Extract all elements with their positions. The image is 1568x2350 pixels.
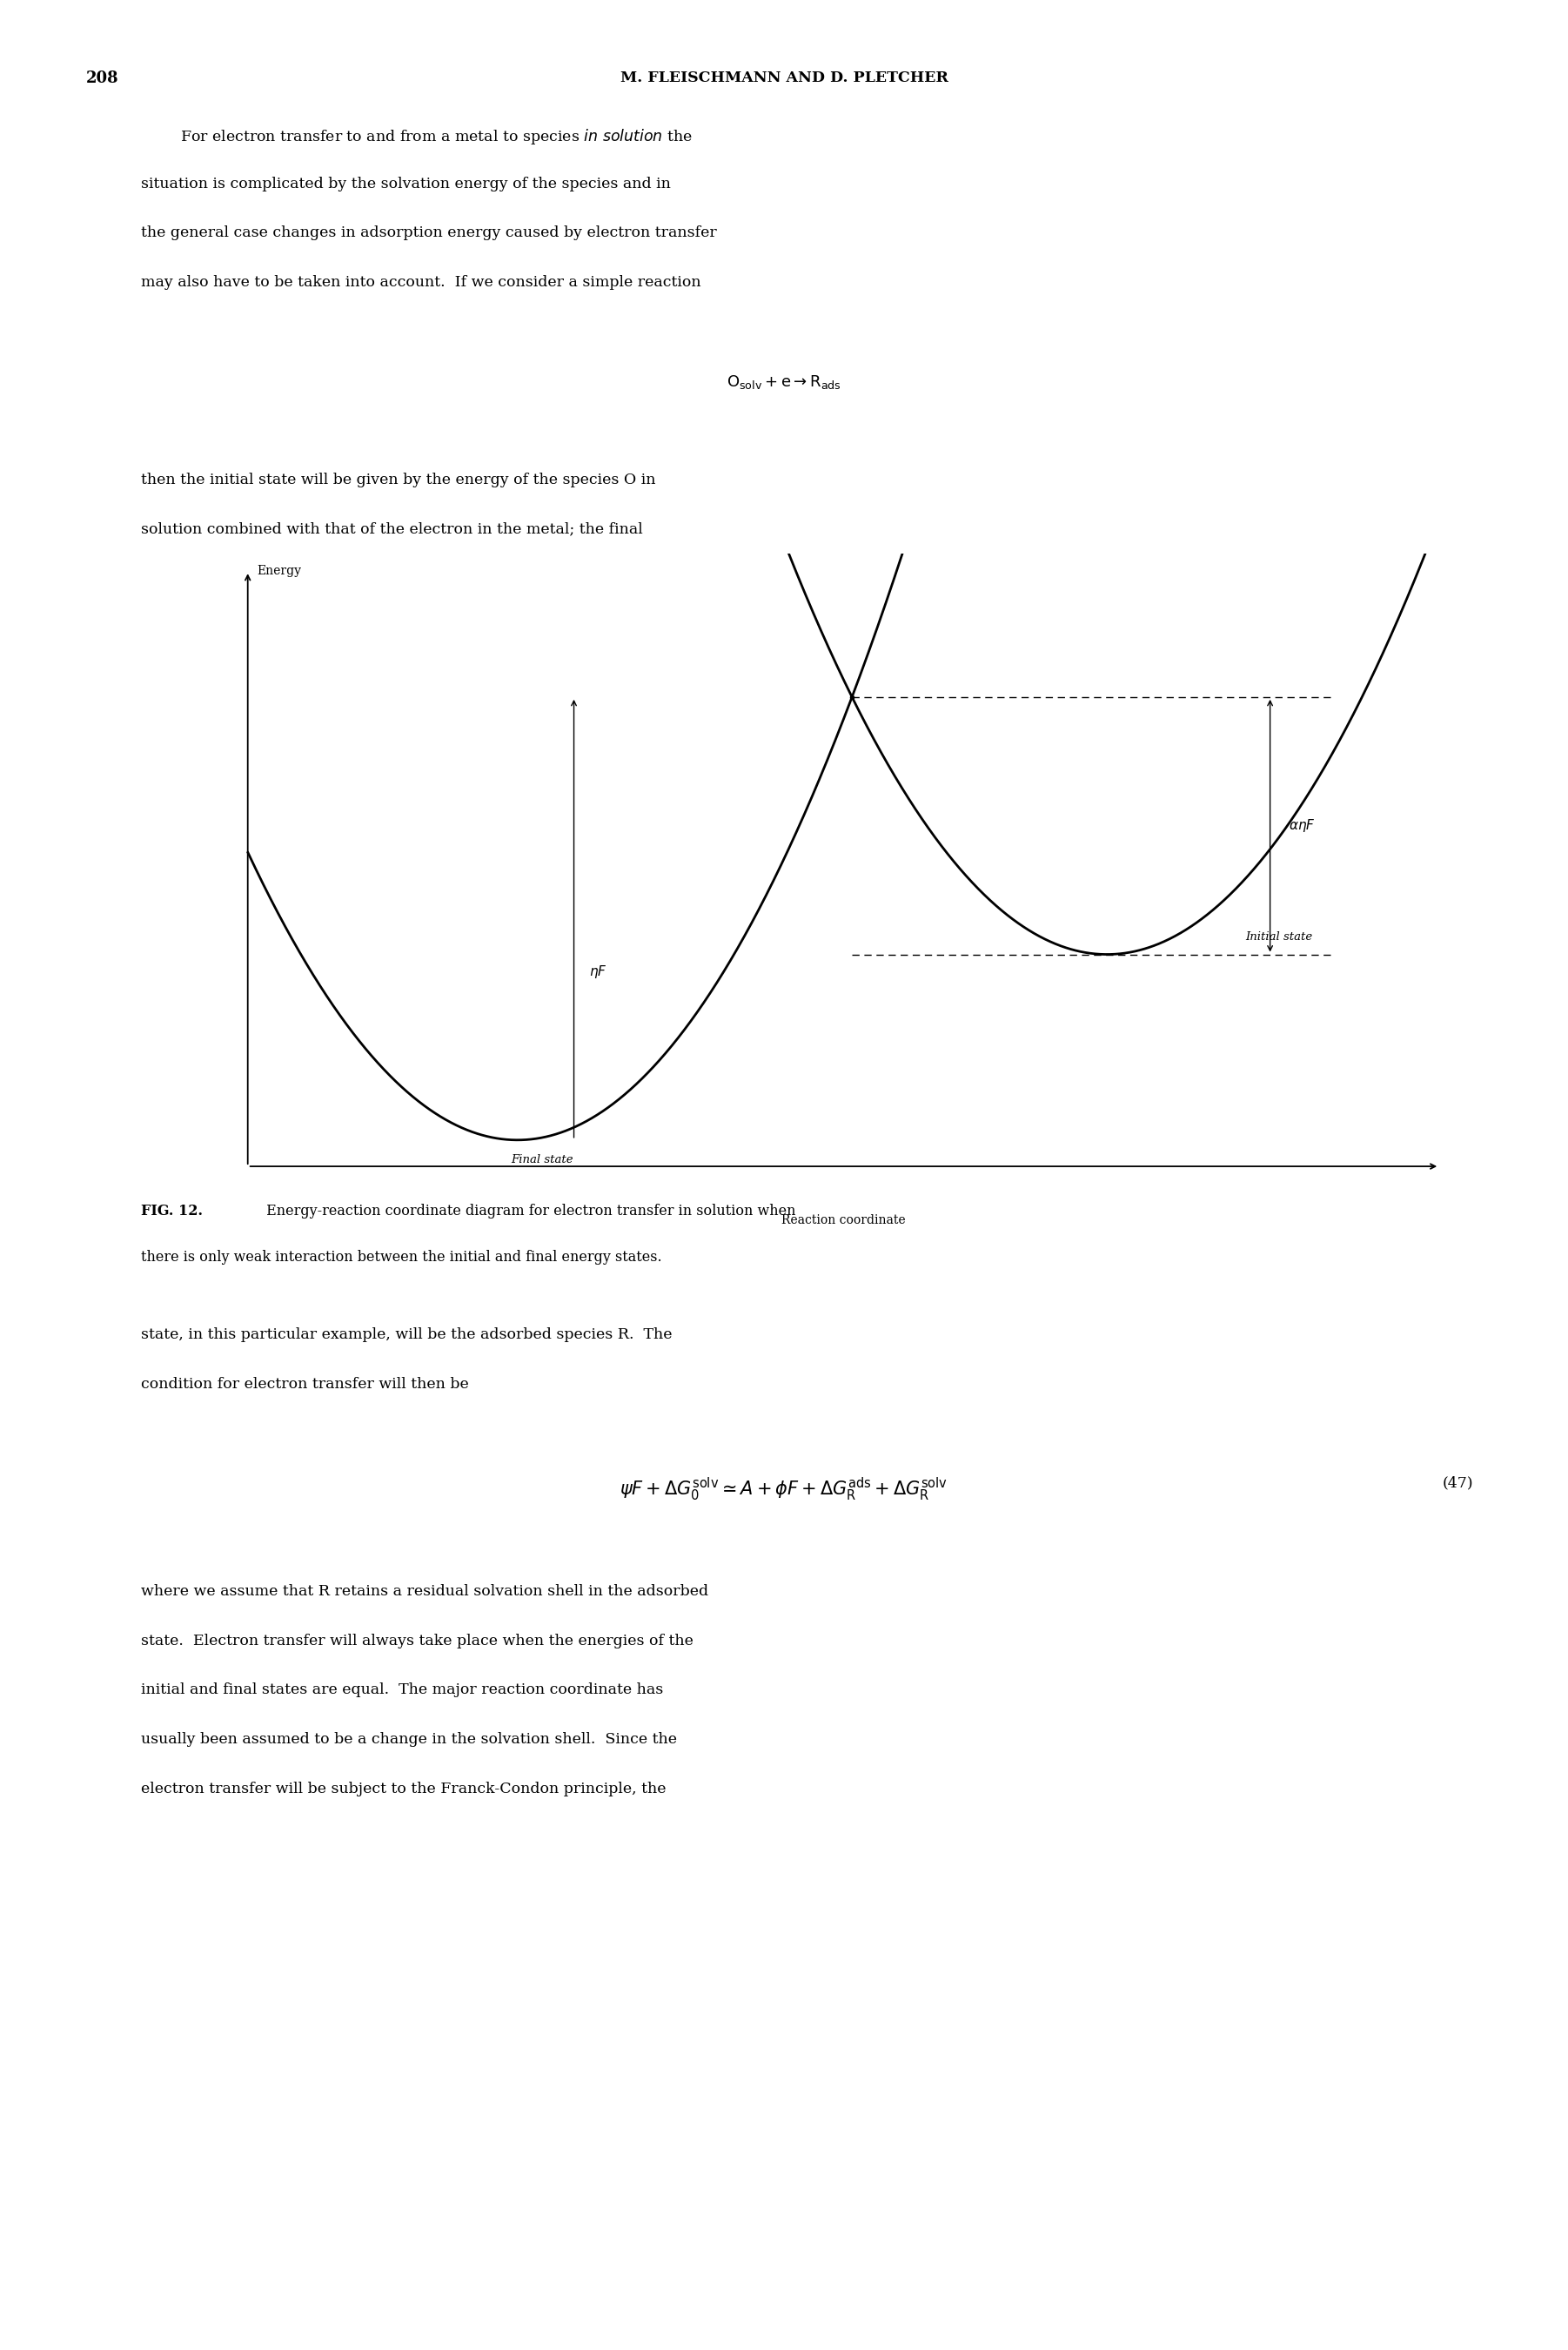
Text: state, in this particular example, will be the adsorbed species R.  The: state, in this particular example, will … <box>141 1328 673 1342</box>
Text: the general case changes in adsorption energy caused by electron transfer: the general case changes in adsorption e… <box>141 226 717 240</box>
Text: For electron transfer to and from a metal to species $\mathit{in\ solution}$ the: For electron transfer to and from a meta… <box>180 127 693 146</box>
Text: may also have to be taken into account.  If we consider a simple reaction: may also have to be taken into account. … <box>141 275 701 289</box>
Text: electron transfer will be subject to the Franck-Condon principle, the: electron transfer will be subject to the… <box>141 1781 666 1795</box>
Text: Energy-reaction coordinate diagram for electron transfer in solution when: Energy-reaction coordinate diagram for e… <box>262 1203 795 1220</box>
Text: there is only weak interaction between the initial and final energy states.: there is only weak interaction between t… <box>141 1250 662 1264</box>
Text: initial and final states are equal.  The major reaction coordinate has: initial and final states are equal. The … <box>141 1683 663 1697</box>
Text: condition for electron transfer will then be: condition for electron transfer will the… <box>141 1377 469 1391</box>
Text: where we assume that R retains a residual solvation shell in the adsorbed: where we assume that R retains a residua… <box>141 1584 709 1598</box>
Text: FIG. 12.: FIG. 12. <box>141 1203 202 1220</box>
Text: solution combined with that of the electron in the metal; the final: solution combined with that of the elect… <box>141 522 643 536</box>
Text: $\eta F$: $\eta F$ <box>590 964 607 980</box>
Text: state.  Electron transfer will always take place when the energies of the: state. Electron transfer will always tak… <box>141 1633 693 1647</box>
Text: 208: 208 <box>86 70 119 87</box>
Text: Initial state: Initial state <box>1245 931 1312 942</box>
Text: situation is complicated by the solvation energy of the species and in: situation is complicated by the solvatio… <box>141 176 671 190</box>
Text: $\mathrm{O_{solv}+e} \rightarrow \mathrm{R_{ads}}$: $\mathrm{O_{solv}+e} \rightarrow \mathrm… <box>726 374 842 390</box>
Text: Final state: Final state <box>511 1154 574 1166</box>
Text: then the initial state will be given by the energy of the species O in: then the initial state will be given by … <box>141 472 655 486</box>
Text: usually been assumed to be a change in the solvation shell.  Since the: usually been assumed to be a change in t… <box>141 1732 677 1746</box>
Text: (47): (47) <box>1443 1476 1474 1490</box>
Text: Reaction coordinate: Reaction coordinate <box>781 1215 906 1227</box>
Text: Energy: Energy <box>257 564 301 578</box>
Text: M. FLEISCHMANN AND D. PLETCHER: M. FLEISCHMANN AND D. PLETCHER <box>619 70 949 85</box>
Text: $\alpha\eta F$: $\alpha\eta F$ <box>1289 818 1316 834</box>
Text: $\psi F + \Delta G_0^{\mathrm{solv}} \simeq A + \phi F + \Delta G_\mathrm{R}^{\m: $\psi F + \Delta G_0^{\mathrm{solv}} \si… <box>619 1476 949 1502</box>
